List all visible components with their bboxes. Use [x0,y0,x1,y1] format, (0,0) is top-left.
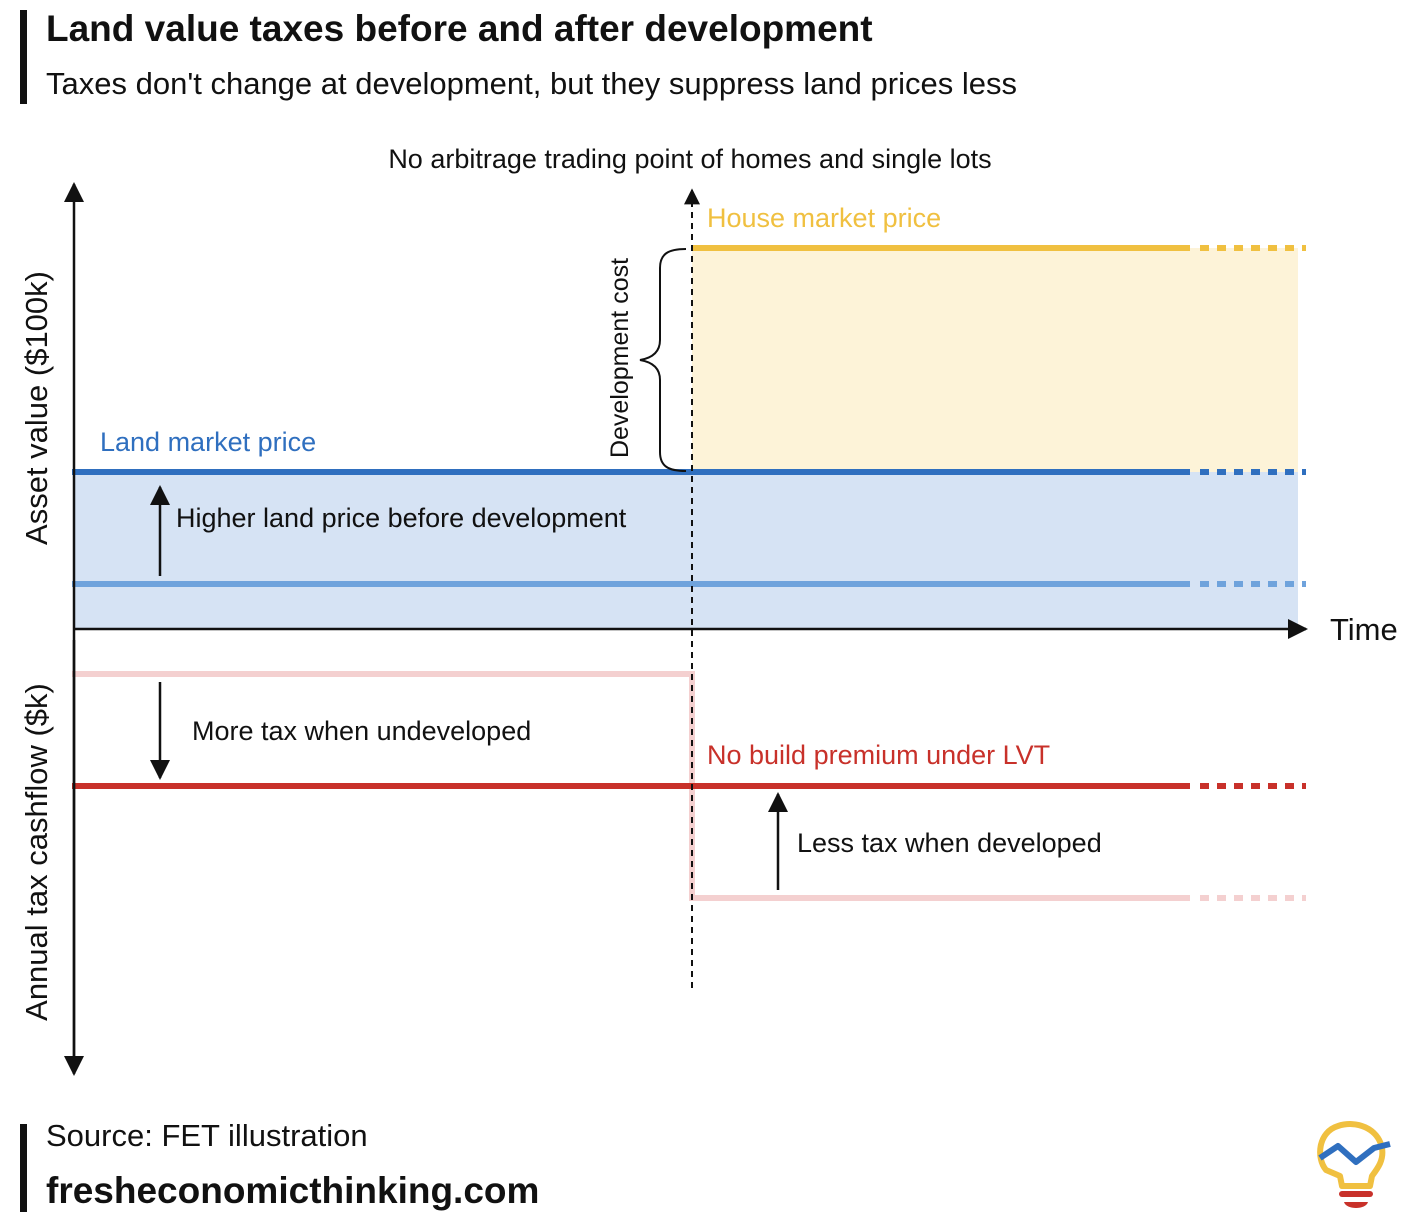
land-price-gap-region [75,472,1298,629]
website-text: fresheconomicthinking.com [46,1170,540,1211]
land-price-label: Land market price [100,427,316,457]
house-premium-region [692,248,1298,472]
development-cost-brace [639,248,687,472]
footer-accent-bar [20,1124,27,1212]
y-axis-upper-label: Asset value ($100k) [19,271,54,545]
page-title: Land value taxes before and after develo… [46,8,873,49]
house-price-label: House market price [707,203,941,233]
less-tax-label: Less tax when developed [797,828,1102,858]
header-accent-bar [20,10,27,104]
more-tax-label: More tax when undeveloped [192,716,531,746]
lightbulb-logo-icon [1317,1121,1391,1208]
y-axis-lower-label: Annual tax cashflow ($k) [19,683,54,1021]
lvt-diagram: No arbitrage trading point of homes and … [19,144,1398,1076]
development-cost-label: Development cost [606,258,634,458]
no-build-premium-label: No build premium under LVT [707,740,1050,770]
source-text: Source: FET illustration [46,1118,368,1153]
x-axis-label: Time [1330,612,1398,647]
page-subtitle: Taxes don't change at development, but t… [46,66,1017,101]
top-label: No arbitrage trading point of homes and … [388,144,991,174]
higher-land-price-label: Higher land price before development [176,503,627,533]
